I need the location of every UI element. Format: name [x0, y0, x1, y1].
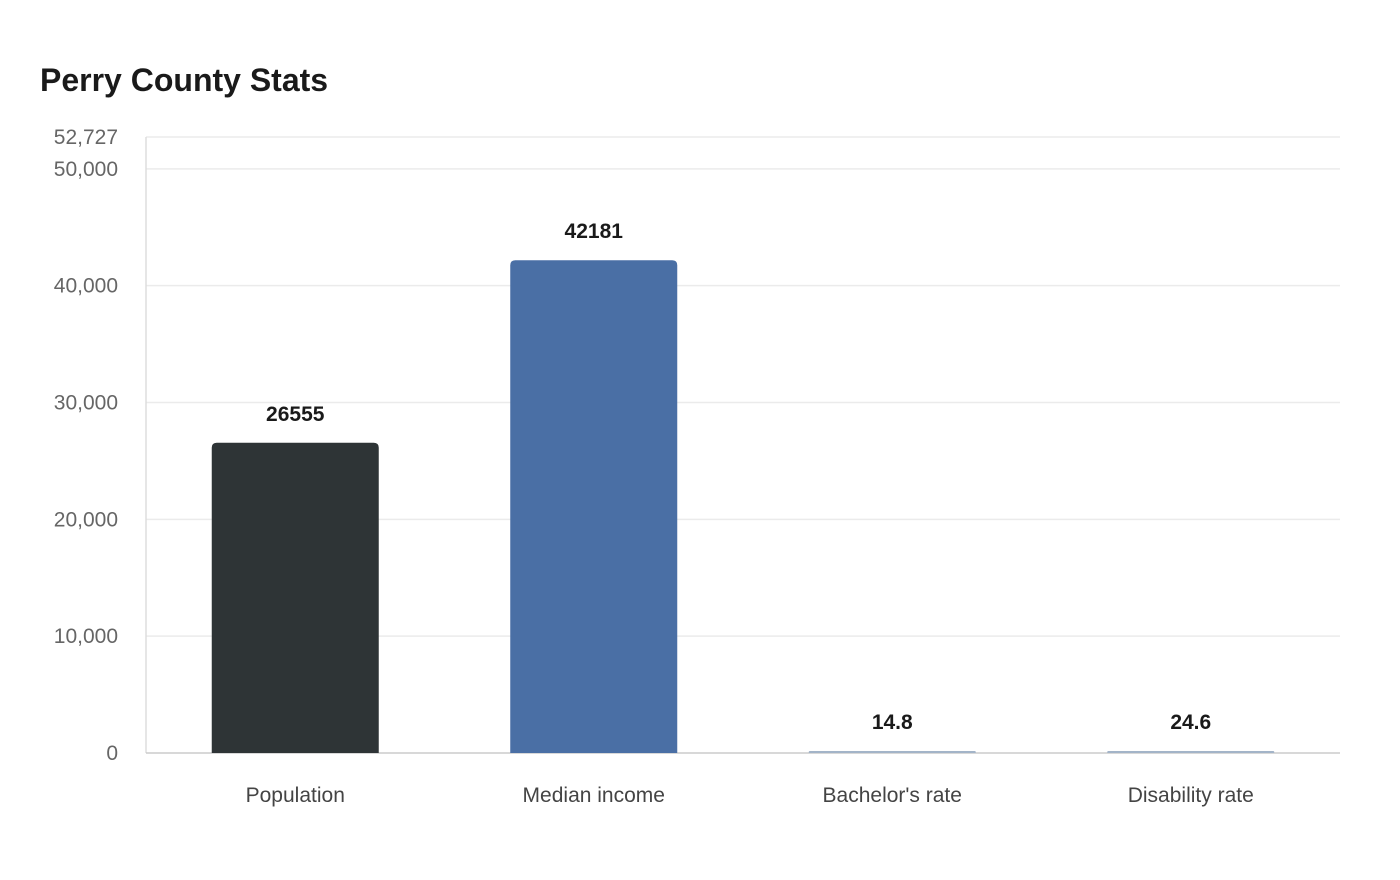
- bar-disability-rate[interactable]: [1107, 751, 1275, 753]
- data-labels: 26555 42181 14.8 24.6: [266, 220, 1211, 734]
- bar-population[interactable]: [211, 442, 379, 753]
- y-tick-label: 50,000: [54, 158, 118, 181]
- y-tick-labels: 0 10,000 20,000 30,000 40,000 50,000 52,727: [54, 126, 118, 765]
- y-tick-label: 40,000: [54, 275, 118, 298]
- y-tick-label: 20,000: [54, 508, 118, 531]
- data-label: 26555: [266, 403, 325, 426]
- bar-bachelor-s-rate[interactable]: [808, 751, 976, 753]
- data-label: 42181: [565, 220, 624, 243]
- y-tick-label: 0: [106, 742, 118, 765]
- bar-median-income[interactable]: [510, 260, 678, 753]
- category-label: Disability rate: [1128, 784, 1254, 807]
- category-label: Bachelor's rate: [823, 784, 962, 807]
- chart-title: Perry County Stats: [40, 62, 329, 98]
- y-tick-label: 30,000: [54, 392, 118, 415]
- category-label: Median income: [523, 784, 665, 807]
- data-label: 24.6: [1170, 711, 1211, 734]
- data-label: 14.8: [872, 711, 913, 734]
- bars: [211, 260, 1275, 753]
- category-label: Population: [246, 784, 345, 807]
- y-tick-label: 10,000: [54, 625, 118, 648]
- y-tick-label: 52,727: [54, 126, 118, 149]
- category-labels: Population Median income Bachelor's rate Di…: [246, 784, 1254, 807]
